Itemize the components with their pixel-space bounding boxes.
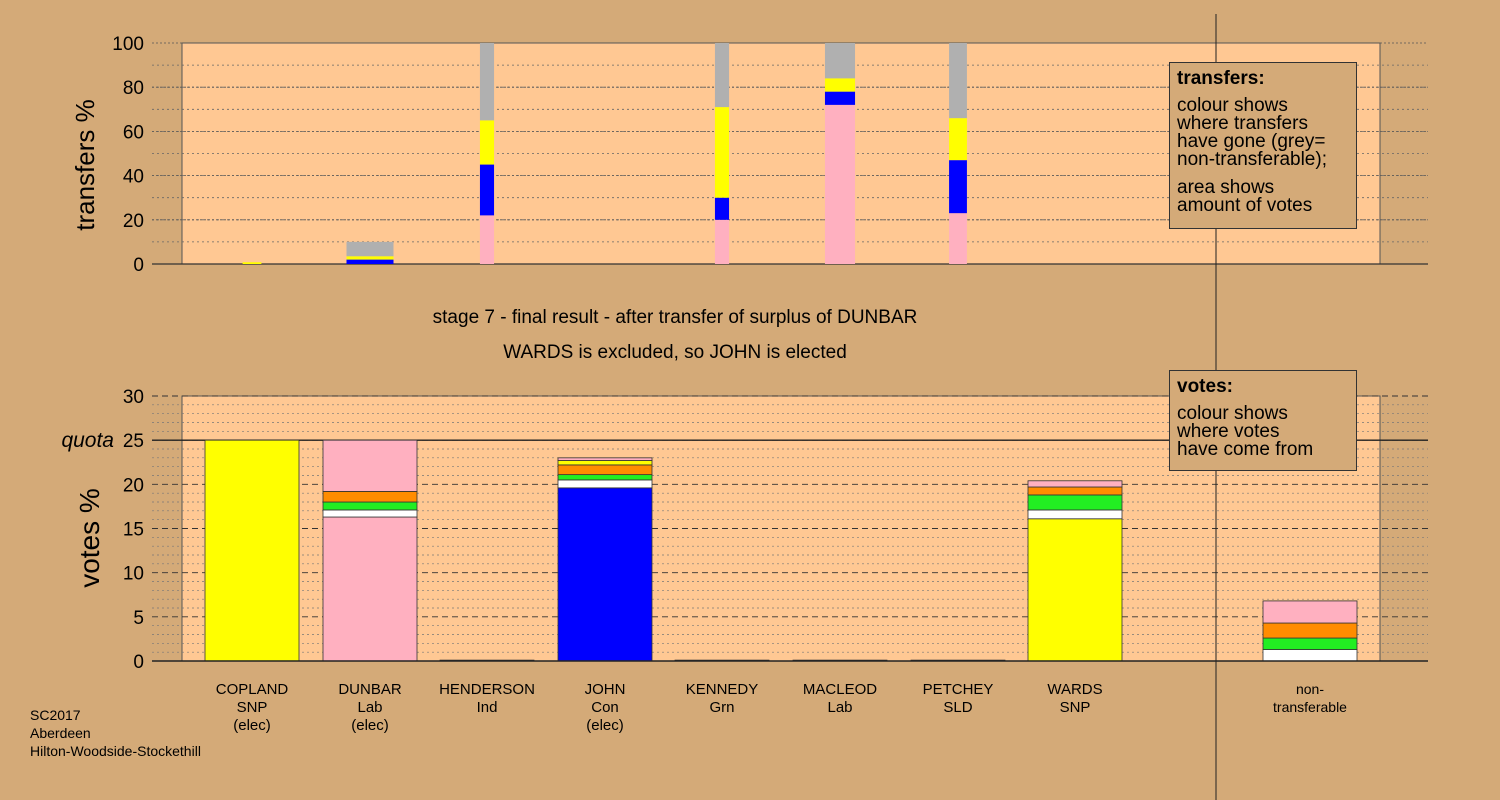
vote-bar-segment — [322, 439, 418, 492]
transfers-legend-line: have gone (grey= — [1177, 131, 1326, 152]
transfers-legend-line: non-transferable); — [1177, 149, 1327, 170]
votes-legend-title: votes: — [1177, 376, 1233, 397]
candidate-party-label: SNP — [1060, 699, 1091, 716]
candidate-name-label: WARDS — [1047, 681, 1102, 698]
transfer-bar-petchey — [949, 213, 967, 264]
votes-tick-label: 0 — [133, 652, 144, 673]
vote-bar-segment — [1262, 649, 1358, 662]
chart-labels: transfers % votes % stage 7 - final resu… — [61, 99, 917, 588]
votes-tick-label: 20 — [123, 475, 144, 496]
footer-info: SC2017 Aberdeen Hilton-Woodside-Stocketh… — [30, 706, 201, 760]
transfer-bar-copland — [242, 262, 262, 264]
candidate-status-label: (elec) — [586, 717, 624, 734]
vote-bar-segment — [322, 509, 418, 518]
vote-bar-segment — [1262, 637, 1358, 650]
votes-tick-label: 25 — [123, 431, 144, 452]
footer-council: Aberdeen — [30, 725, 91, 741]
transfer-bar-petchey — [949, 160, 967, 214]
candidate-name-label: non- — [1296, 681, 1324, 697]
vote-bar-segment — [557, 457, 653, 461]
transfer-bar-dunbar — [346, 259, 394, 264]
candidate-party-label: Lab — [827, 699, 852, 716]
transfer-bar-dunbar — [346, 256, 394, 260]
candidate-name-label: JOHN — [585, 681, 626, 698]
candidate-party-label: transferable — [1273, 699, 1347, 715]
vote-bar-segment — [1262, 600, 1358, 624]
candidate-name-label: MACLEOD — [803, 681, 877, 698]
transfer-bar-macleod — [824, 78, 856, 92]
votes-legend-line: colour shows — [1177, 403, 1288, 424]
transfer-bar-kennedy — [714, 197, 730, 220]
votes-tick-label: 10 — [123, 564, 144, 585]
transfer-bar-dunbar — [346, 241, 394, 257]
vote-bar-segment — [557, 479, 653, 489]
votes-axis-label: votes % — [74, 488, 105, 588]
vote-bar-segment — [1027, 480, 1123, 488]
transfers-tick-label: 100 — [112, 34, 144, 55]
vote-bar-segment — [557, 460, 653, 466]
votes-tick-label: 30 — [123, 387, 144, 408]
transfer-bar-macleod — [824, 91, 856, 105]
vote-bar-segment — [1027, 494, 1123, 511]
result-subtitle: WARDS is excluded, so JOHN is elected — [503, 342, 847, 363]
vote-bar-segment — [557, 487, 653, 662]
candidate-party-label: Grn — [709, 699, 734, 716]
transfer-bar-macleod — [824, 43, 856, 79]
vote-bar-segment — [322, 490, 418, 503]
candidate-status-label: (elec) — [351, 717, 389, 734]
transfers-tick-label: 80 — [123, 78, 144, 99]
candidate-name-label: DUNBAR — [338, 681, 402, 698]
stage-title: stage 7 - final result - after transfer … — [433, 307, 918, 328]
vote-bar-segment — [1027, 509, 1123, 520]
transfer-bar-henderson — [479, 43, 495, 121]
candidate-party-label: Con — [591, 699, 619, 716]
transfer-bar-macleod — [824, 104, 856, 264]
transfer-bar-henderson — [479, 164, 495, 216]
votes-legend-line: where votes — [1177, 421, 1280, 442]
vote-bar-segment — [322, 501, 418, 511]
transfer-bar-henderson — [479, 120, 495, 165]
transfer-bar-henderson — [479, 215, 495, 264]
vote-bar-segment — [322, 516, 418, 662]
candidate-name-label: HENDERSON — [439, 681, 535, 698]
vote-bar-segment — [557, 464, 653, 476]
candidate-party-label: SNP — [237, 699, 268, 716]
vote-bar-segment — [1027, 486, 1123, 496]
candidate-name-label: PETCHEY — [923, 681, 994, 698]
transfers-legend-title: transfers: — [1177, 68, 1265, 89]
votes-tick-label: 5 — [133, 608, 144, 629]
transfer-bar-petchey — [949, 43, 967, 119]
footer-ward: Hilton-Woodside-Stockethill — [30, 743, 201, 759]
transfers-legend-line: area shows — [1177, 177, 1275, 198]
vote-bar-segment — [204, 439, 300, 662]
transfer-bar-kennedy — [714, 107, 730, 198]
transfers-legend: transfers: colour shows where transfers … — [1169, 62, 1357, 229]
transfers-axis-label: transfers % — [70, 99, 100, 231]
transfers-legend-line: where transfers — [1177, 113, 1308, 134]
candidate-status-label: (elec) — [233, 717, 271, 734]
vote-bar-segment — [1027, 518, 1123, 662]
transfers-tick-label: 40 — [123, 167, 144, 188]
vote-bar-segment — [1262, 622, 1358, 639]
candidate-party-label: SLD — [943, 699, 972, 716]
candidate-name-label: KENNEDY — [686, 681, 759, 698]
quota-label: quota — [61, 429, 114, 452]
transfer-bar-kennedy — [714, 43, 730, 108]
transfers-legend-line: amount of votes — [1177, 195, 1313, 216]
votes-legend-line: have come from — [1177, 439, 1314, 460]
transfers-legend-line: colour shows — [1177, 95, 1288, 116]
transfers-tick-label: 20 — [123, 211, 144, 232]
footer-election: SC2017 — [30, 707, 81, 723]
candidate-party-label: Lab — [357, 699, 382, 716]
transfer-bar-kennedy — [714, 219, 730, 264]
votes-tick-label: 15 — [123, 520, 144, 541]
candidate-name-label: COPLAND — [216, 681, 289, 698]
vote-bar-segment — [557, 474, 653, 481]
transfers-tick-label: 60 — [123, 122, 144, 143]
candidate-party-label: Ind — [477, 699, 498, 716]
transfers-tick-label: 0 — [133, 255, 144, 276]
transfer-bar-petchey — [949, 118, 967, 161]
votes-legend: votes: colour shows where votes have com… — [1169, 370, 1357, 471]
